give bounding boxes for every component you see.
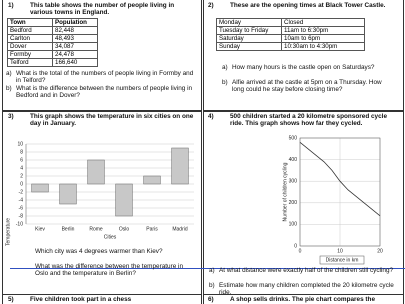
panel bbox=[2, 0, 202, 111]
question-text: These are the opening times at Black Tow… bbox=[230, 2, 386, 9]
x-tick-label: Oslo bbox=[119, 226, 130, 232]
panel bbox=[2, 294, 202, 304]
bar bbox=[171, 147, 189, 185]
line bbox=[299, 142, 381, 217]
x-tick-label: 20 bbox=[377, 248, 383, 254]
question-number: 5) bbox=[8, 296, 14, 303]
bar-chart: -10 -8 -6 -4 -2 0 2 4 6 8 10 Kiev Berlin Rome Oslo Pari… bbox=[5, 141, 194, 246]
question-text: This graph shows the temperature in six … bbox=[30, 113, 194, 128]
y-tick-label: 0 bbox=[20, 181, 23, 187]
y-tick-label: 6 bbox=[20, 157, 23, 163]
question: How many hours is the castle open on Sat… bbox=[232, 64, 375, 71]
table: Monday Closed Tuesday to Friday 11am to 6:3… bbox=[216, 18, 365, 51]
y-tick-label: -8 bbox=[19, 213, 24, 219]
table-cell: 34,087 bbox=[52, 42, 98, 51]
divider bbox=[10, 268, 405, 269]
x-tick-label: Paris bbox=[146, 226, 158, 232]
table-cell: Formby bbox=[7, 50, 53, 59]
question-label: b) bbox=[6, 85, 12, 92]
y-tick-label: 2 bbox=[20, 173, 23, 179]
question-number: 6) bbox=[208, 296, 214, 303]
bar bbox=[59, 183, 77, 205]
x-tick-label: 0 bbox=[299, 248, 302, 254]
y-tick-label: 300 bbox=[289, 179, 298, 185]
x-tick-label: Rome bbox=[89, 226, 103, 232]
question-label: a) bbox=[222, 64, 228, 71]
table-cell: Dover bbox=[7, 42, 53, 51]
x-tick-label: Madrid bbox=[172, 226, 188, 232]
question: Alfie arrived at the castle at 5pm on a … bbox=[232, 79, 382, 94]
y-tick-label: -4 bbox=[19, 197, 24, 203]
y-tick-label: 8 bbox=[20, 149, 23, 155]
table: Town Population Bedford 82,448 Carlton 48,493… bbox=[7, 18, 98, 67]
y-tick-label: 100 bbox=[289, 222, 298, 228]
table-cell: 10am to 6pm bbox=[281, 34, 365, 43]
question-number: 1) bbox=[8, 2, 14, 9]
x-tick-label: Berlin bbox=[62, 226, 75, 232]
question-number: 3) bbox=[8, 113, 14, 120]
question: Estimate how many children completed the… bbox=[219, 282, 394, 297]
question: At what distance were exactly half of th… bbox=[219, 267, 394, 274]
y-tick-label: -6 bbox=[19, 205, 24, 211]
table-cell: 10:30am to 4:30pm bbox=[281, 42, 365, 51]
y-tick-label: 10 bbox=[17, 141, 23, 147]
question-text: Five children took part in a chess bbox=[30, 296, 132, 303]
table-cell: 24,478 bbox=[52, 50, 98, 59]
y-tick-label: -2 bbox=[19, 189, 24, 195]
plot-frame bbox=[299, 137, 381, 247]
table-cell: Telford bbox=[7, 58, 53, 67]
y-axis-label: Temperature bbox=[5, 218, 11, 246]
question-text: A shop sells drinks. The pie chart compa… bbox=[230, 296, 376, 303]
question-label: b) bbox=[222, 79, 228, 86]
table-cell: Monday bbox=[216, 18, 282, 27]
question-label: a) bbox=[6, 70, 12, 77]
y-tick-label: 0 bbox=[294, 243, 297, 249]
table-cell: 11am to 6:30pm bbox=[281, 26, 365, 35]
x-axis-label: Cities bbox=[104, 234, 117, 240]
bar bbox=[31, 183, 49, 193]
question: What was the difference between the temp… bbox=[35, 263, 184, 278]
table-cell: Carlton bbox=[7, 34, 53, 43]
panel bbox=[203, 0, 404, 111]
table-cell: Sunday bbox=[216, 42, 282, 51]
question-label: b) bbox=[209, 282, 215, 289]
question: Which city was 4 degrees warmer than Kie… bbox=[35, 248, 163, 255]
question: What is the total of the numbers of peop… bbox=[16, 70, 194, 85]
bar bbox=[87, 159, 105, 185]
y-tick-label: 200 bbox=[289, 200, 298, 206]
table-cell: Town bbox=[7, 18, 53, 27]
bar bbox=[143, 175, 161, 185]
table-cell: Bedford bbox=[7, 26, 53, 35]
table-cell: 48,493 bbox=[52, 34, 98, 43]
table-cell: 82,448 bbox=[52, 26, 98, 35]
x-axis-label: Distance in km bbox=[326, 257, 359, 263]
question: What is the difference between the numbe… bbox=[16, 85, 193, 100]
table-cell: 166,640 bbox=[52, 58, 98, 67]
table-cell: Closed bbox=[281, 18, 365, 27]
y-tick-label: 4 bbox=[20, 165, 23, 171]
line-chart: 0 100 200 300 400 500 0 10 20 Distance in km Numbe… bbox=[282, 135, 383, 265]
question-text: 500 children started a 20 kilometre spon… bbox=[230, 113, 387, 128]
bar bbox=[115, 183, 133, 217]
question-text: This table shows the number of people li… bbox=[30, 2, 175, 17]
y-tick-label: 400 bbox=[289, 157, 298, 163]
table-cell: Population bbox=[52, 18, 98, 27]
x-tick-label: Kiev bbox=[35, 226, 45, 232]
question-number: 4) bbox=[208, 113, 214, 120]
y-tick-label: -10 bbox=[16, 221, 23, 227]
y-tick-label: 500 bbox=[289, 135, 298, 141]
panel bbox=[203, 294, 404, 304]
table-cell: Tuesday to Friday bbox=[216, 26, 282, 35]
x-label-box bbox=[319, 255, 365, 265]
question-label: a) bbox=[209, 267, 215, 274]
table-cell: Saturday bbox=[216, 34, 282, 43]
y-axis-label: Number of children cycling bbox=[282, 162, 288, 221]
question-number: 2) bbox=[208, 2, 214, 9]
x-tick-label: 10 bbox=[337, 248, 343, 254]
